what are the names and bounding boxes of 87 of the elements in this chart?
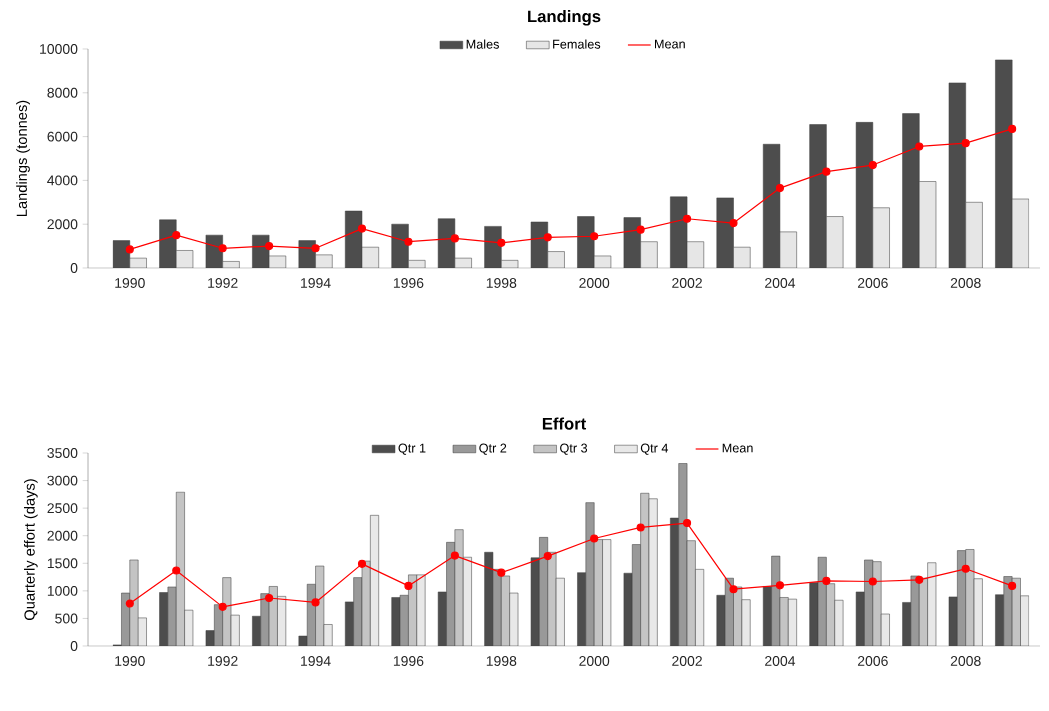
- y-axis-title: Landings (tonnes): [16, 100, 30, 216]
- point: [125, 599, 134, 608]
- legend-label: Qtr 1: [398, 443, 426, 455]
- y-tick-label: 8000: [47, 87, 78, 98]
- legend-label: Females: [553, 39, 601, 49]
- point: [822, 576, 831, 585]
- point: [1008, 581, 1017, 590]
- point: [915, 575, 924, 584]
- y-tick-label: 2000: [47, 219, 78, 230]
- x-tick-label: 1990: [115, 278, 145, 288]
- point: [450, 234, 459, 243]
- x-tick-label: 2004: [765, 656, 796, 666]
- point: [543, 233, 552, 242]
- point: [822, 167, 831, 176]
- legend-label: Mean: [722, 443, 753, 453]
- point: [636, 523, 645, 532]
- x-tick-label: 1990: [115, 656, 145, 666]
- legend-label: Qtr 4: [640, 443, 669, 455]
- chart-title: Landings: [528, 10, 601, 26]
- x-tick-label: 2000: [579, 656, 610, 666]
- bar: [716, 595, 726, 646]
- y-axis-title: Quarterly effort (days): [23, 479, 38, 620]
- y-tick-label: 1500: [47, 558, 78, 569]
- point: [961, 564, 970, 573]
- y-tick-label: 6000: [47, 131, 78, 142]
- point: [125, 245, 134, 254]
- point: [775, 184, 785, 193]
- y-tick-label: 500: [55, 613, 78, 624]
- point: [683, 214, 692, 223]
- point: [775, 581, 785, 590]
- point: [868, 577, 877, 586]
- point: [590, 534, 599, 543]
- x-tick-label: 2008: [950, 656, 981, 666]
- x-tick-label: 2000: [579, 278, 610, 288]
- point: [172, 231, 181, 240]
- point: [915, 142, 924, 151]
- point: [961, 139, 970, 148]
- y-tick-label: 2000: [47, 530, 78, 541]
- y-tick-label: 4000: [47, 175, 78, 186]
- legend-label: Mean: [655, 39, 685, 49]
- x-tick-label: 1992: [208, 656, 238, 666]
- x-tick-label: 1998: [486, 278, 517, 288]
- y-tick-label: 0: [70, 263, 78, 273]
- point: [729, 585, 738, 594]
- point: [1008, 124, 1017, 133]
- point: [450, 551, 459, 560]
- point: [404, 237, 413, 246]
- x-tick-label: 1994: [301, 656, 331, 666]
- point: [218, 602, 227, 611]
- x-tick-label: 2006: [857, 656, 888, 666]
- point: [311, 244, 320, 253]
- point: [357, 559, 367, 568]
- point: [590, 232, 599, 241]
- x-tick-label: 1996: [393, 656, 424, 666]
- x-tick-label: 2002: [672, 278, 702, 288]
- chart-title: Effort: [542, 417, 587, 430]
- x-tick-label: 1998: [486, 656, 517, 666]
- point: [265, 242, 274, 251]
- legend-label: Males: [466, 39, 499, 49]
- y-tick-label: 2500: [47, 503, 78, 514]
- legend-label: Qtr 2: [479, 443, 507, 455]
- point: [729, 219, 738, 228]
- point: [311, 598, 320, 607]
- x-tick-label: 2002: [672, 656, 702, 666]
- point: [404, 581, 413, 590]
- point: [265, 593, 274, 603]
- point: [218, 244, 227, 253]
- point: [683, 518, 692, 528]
- legend-label: Qtr 3: [560, 443, 588, 455]
- x-tick-label: 2004: [765, 278, 796, 288]
- y-tick-label: 3500: [47, 448, 78, 458]
- y-tick-label: 1000: [47, 585, 78, 596]
- x-tick-label: 1992: [208, 278, 238, 288]
- point: [868, 161, 877, 170]
- point: [636, 225, 645, 234]
- x-tick-label: 2006: [857, 278, 888, 288]
- y-tick-label: 10000: [40, 44, 78, 54]
- point: [357, 224, 367, 233]
- y-tick-label: 0: [70, 641, 78, 651]
- x-tick-label: 1994: [301, 278, 331, 288]
- point: [172, 566, 181, 575]
- x-tick-label: 1996: [393, 278, 424, 288]
- x-tick-label: 2008: [950, 278, 981, 288]
- point: [497, 568, 506, 577]
- point: [497, 238, 506, 247]
- point: [543, 552, 552, 561]
- y-tick-label: 3000: [47, 475, 78, 486]
